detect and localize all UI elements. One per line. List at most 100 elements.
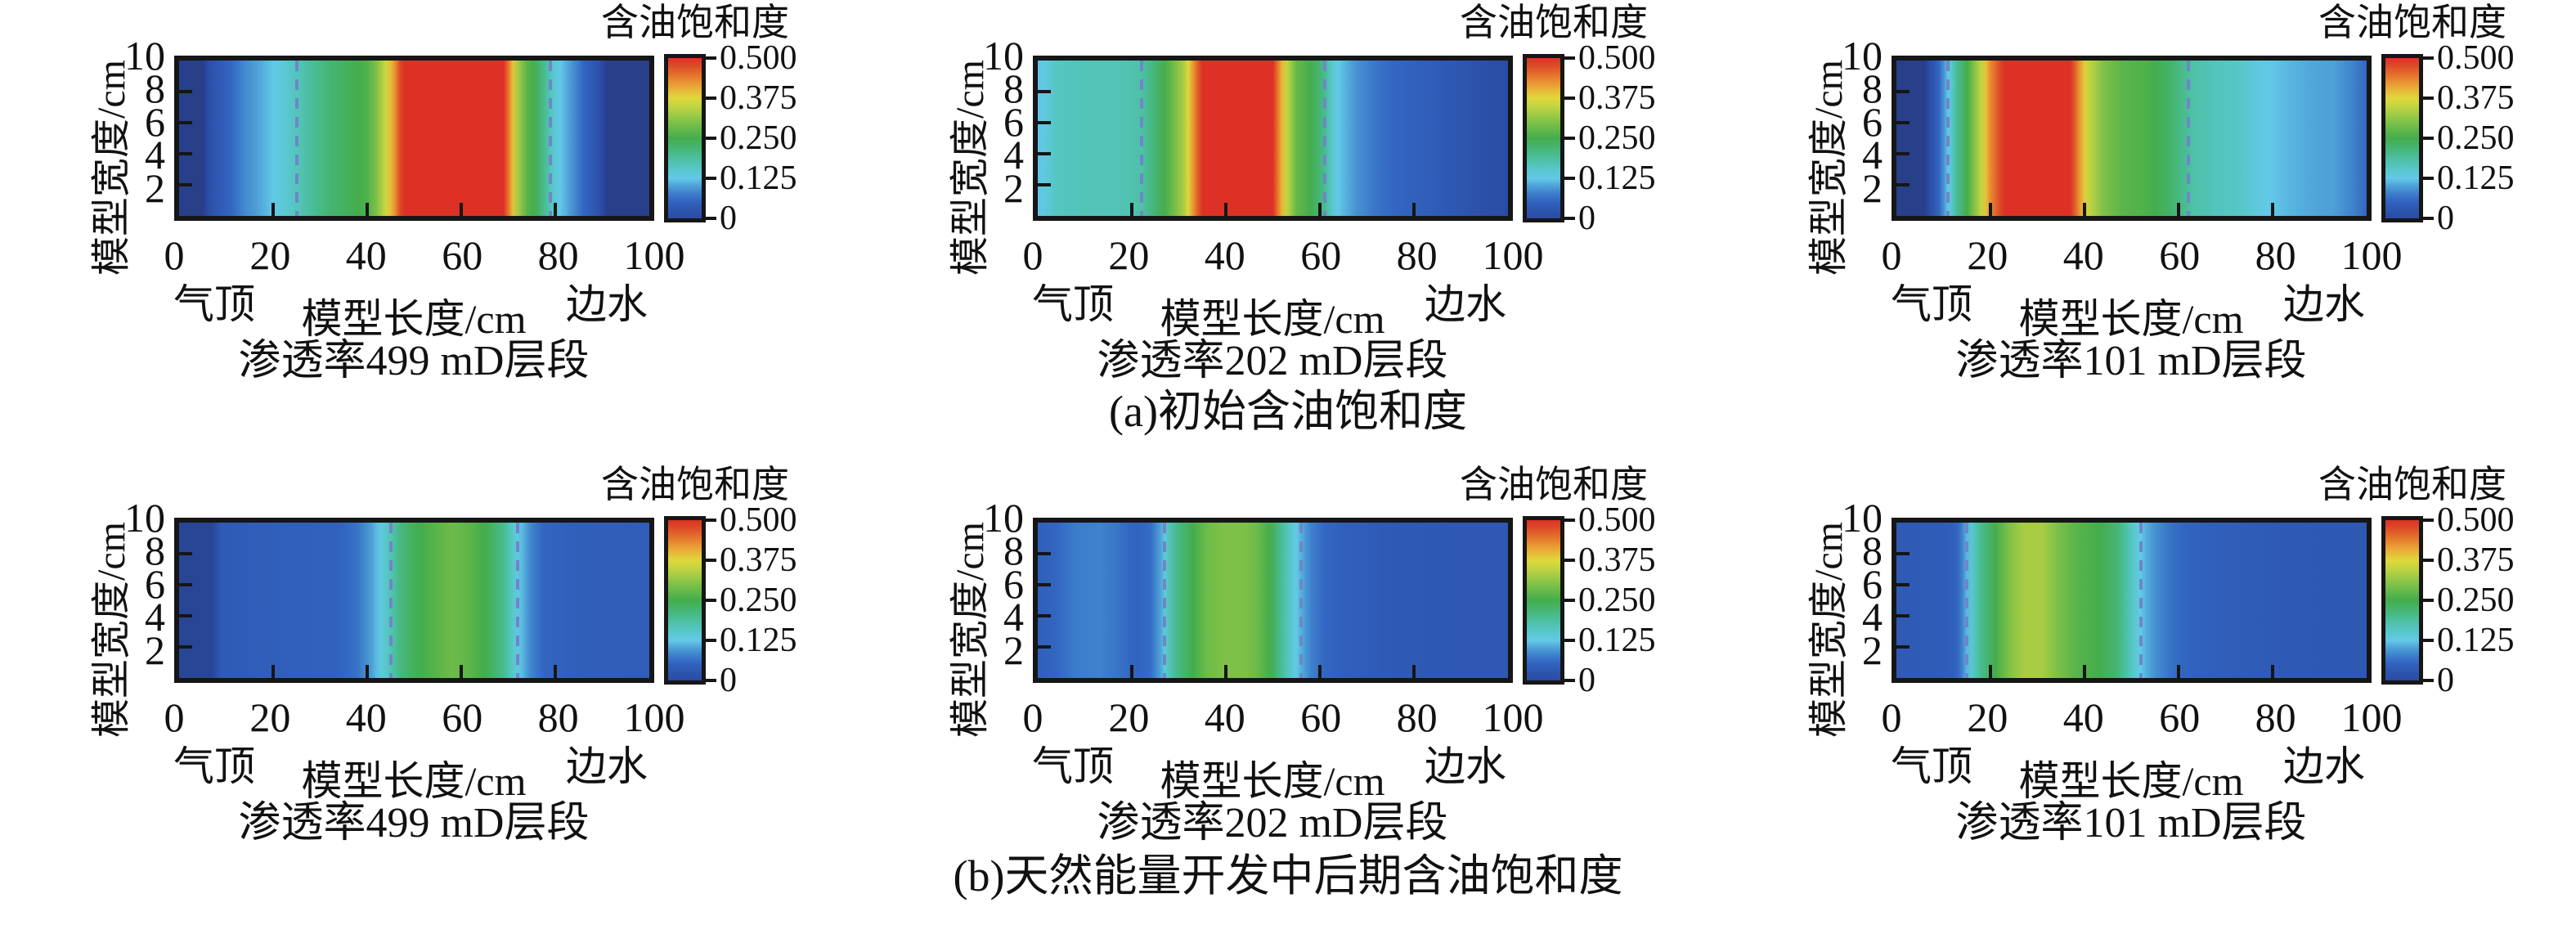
y-tick-label: 10 [983,33,1024,79]
x-tick-mark [1989,203,1992,216]
colorbar-tick-label: 0.375 [720,79,797,117]
saturation-panel-a-101md: 含油饱和度 模型宽度/cm 气顶 模型长度/cm 边水 渗透率101 mD层段 … [1717,0,2576,462]
y-tick-mark [1038,614,1051,617]
x-tick-label: 20 [1108,232,1150,278]
colorbar-tick-mark [2423,177,2434,180]
x-axis-label: 模型长度/cm [1160,758,1385,804]
x-tick-label: 80 [1396,232,1438,278]
y-tick-label: 6 [145,560,165,607]
y-tick-label: 8 [145,528,165,574]
y-tick-mark [1038,152,1051,155]
colorbar-tick-mark [706,217,716,220]
x-tick-label: 60 [2159,694,2201,740]
x-axis-label: 模型长度/cm [301,296,527,342]
zone-boundary-dashed-line [1163,523,1167,678]
colorbar-tick-mark [1564,519,1575,522]
colorbar-tick-mark [706,559,716,562]
heatmap [1892,518,2372,683]
zone-boundary-dashed-line [1946,61,1950,216]
zone-boundary-dashed-line [549,61,553,216]
x-tick-label: 0 [1881,232,1902,278]
y-tick-mark [1896,645,1910,649]
colorbar-tick-label: 0.375 [1578,79,1656,117]
x-tick-label: 100 [2340,694,2403,740]
saturation-panel-b-101md: 含油饱和度 模型宽度/cm 气顶 模型长度/cm 边水 渗透率101 mD层段 … [1717,462,2576,924]
x-tick-label: 60 [1300,232,1342,278]
x-tick-label: 60 [1300,694,1342,740]
x-axis-label: 模型长度/cm [1160,296,1385,342]
y-tick-label: 4 [1862,132,1883,178]
colorbar-tick-label: 0.250 [2437,581,2515,619]
y-tick-mark [1896,183,1910,186]
saturation-panel-b-499md: 含油饱和度 模型宽度/cm 气顶 模型长度/cm 边水 渗透率499 mD层段 … [0,462,859,924]
gas-cap-label: 气顶 [1891,743,1972,789]
x-tick-label: 20 [249,232,291,278]
heatmap [1033,518,1513,683]
y-tick-mark [179,614,192,617]
colorbar-tick-mark [1564,217,1575,220]
colorbar-title: 含油饱和度 [1460,2,1648,43]
x-tick-label: 20 [1967,232,2008,278]
y-tick-label: 10 [1842,495,1883,541]
colorbar-tick-label: 0.125 [2437,159,2515,197]
colorbar-tick-label: 0.500 [1578,501,1656,539]
x-tick-mark [1989,665,1992,678]
panel-subtitle: 渗透率101 mD层段 [1955,338,2307,384]
colorbar [664,516,706,685]
colorbar-title: 含油饱和度 [1460,464,1648,505]
x-tick-mark [1224,203,1227,216]
x-tick-mark [2271,665,2274,678]
x-tick-label: 40 [345,694,387,740]
x-tick-mark [1224,665,1227,678]
colorbar-tick-mark [2423,137,2434,140]
x-tick-label: 0 [1022,694,1043,740]
colorbar-tick-mark [1564,639,1575,642]
heatmap [1892,56,2372,221]
y-tick-mark [179,90,192,93]
saturation-panel-b-202md: 含油饱和度 模型宽度/cm 气顶 模型长度/cm 边水 渗透率202 mD层段 … [859,462,1717,924]
x-tick-label: 100 [1482,232,1544,278]
colorbar-tick-mark [2423,217,2434,220]
colorbar-tick-mark [1564,56,1575,60]
y-tick-label: 2 [145,164,165,211]
colorbar-tick-mark [706,639,716,642]
x-tick-label: 80 [2255,694,2296,740]
y-tick-label: 2 [1003,626,1024,673]
colorbar [1523,516,1564,685]
y-tick-label: 2 [145,626,165,673]
y-tick-mark [179,152,192,155]
y-tick-label: 8 [1003,528,1024,574]
x-tick-mark [1318,203,1322,216]
x-tick-label: 100 [1482,694,1544,740]
x-tick-label: 100 [623,694,685,740]
x-tick-mark [2177,203,2180,216]
colorbar-tick-mark [2423,679,2434,682]
heatmap [1033,56,1513,221]
colorbar-title: 含油饱和度 [601,2,789,43]
y-tick-mark [179,552,192,555]
colorbar-tick-label: 0.250 [1578,119,1656,157]
y-tick-mark [1896,90,1910,93]
colorbar-tick-label: 0 [2437,662,2454,699]
colorbar-tick-label: 0.125 [720,159,797,197]
colorbar-tick-mark [1564,177,1575,180]
x-tick-mark [1412,203,1416,216]
colorbar-tick-mark [706,97,716,100]
colorbar-tick-mark [2423,599,2434,602]
colorbar-tick-mark [706,599,716,602]
edge-water-label: 边水 [2283,743,2365,789]
colorbar-tick-label: 0 [720,662,737,699]
gas-cap-label: 气顶 [1032,281,1114,327]
y-tick-label: 4 [1862,594,1883,640]
edge-water-label: 边水 [1425,281,1506,327]
y-tick-mark [1038,90,1051,93]
x-tick-mark [272,203,275,216]
heatmap [174,518,654,683]
x-tick-label: 60 [2159,232,2201,278]
y-tick-mark [1038,583,1051,586]
zone-boundary-dashed-line [1299,523,1303,678]
colorbar-title: 含油饱和度 [2318,464,2506,505]
y-tick-label: 6 [1862,98,1883,145]
x-tick-label: 80 [1396,694,1438,740]
